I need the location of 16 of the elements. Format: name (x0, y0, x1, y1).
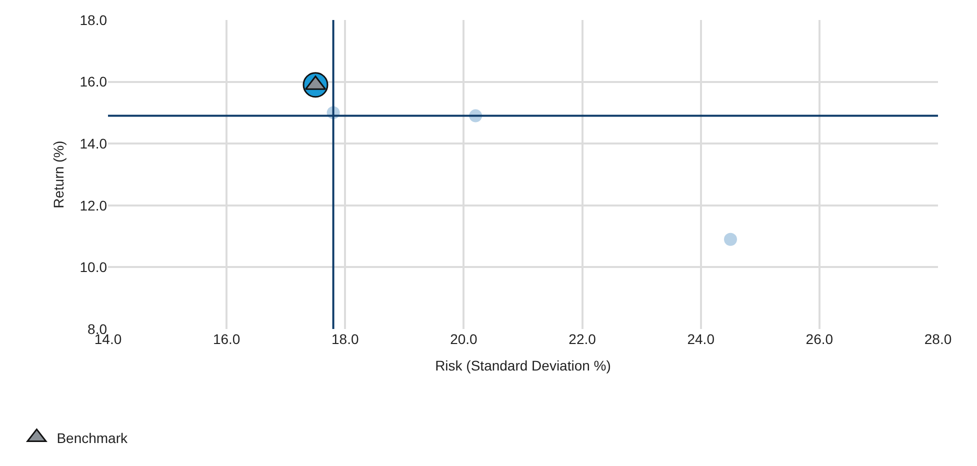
point (724, 232, 737, 246)
y-tick-label: 16.0 (80, 74, 108, 90)
x-tick-label: 16.0 (212, 331, 240, 347)
x-tick-label: 20.0 (450, 331, 478, 347)
x-tick-label: 26.0 (806, 331, 834, 347)
x-tick-label: 24.0 (687, 331, 715, 347)
y-tick-label: 18.0 (80, 12, 108, 28)
x-tick-label: 22.0 (568, 331, 596, 347)
y-tick-label: 14.0 (80, 136, 108, 152)
legend-label: Benchmark (56, 430, 129, 446)
y-tick-label: 12.0 (80, 197, 108, 214)
y-tick-label: 10.0 (80, 259, 108, 276)
x-tick-label: 18.0 (332, 331, 359, 347)
x-axis-title: Risk (Standard Deviation %) (435, 357, 611, 374)
y-axis-title: Return (%) (50, 140, 66, 208)
x-tick-label: 28.0 (924, 331, 952, 347)
